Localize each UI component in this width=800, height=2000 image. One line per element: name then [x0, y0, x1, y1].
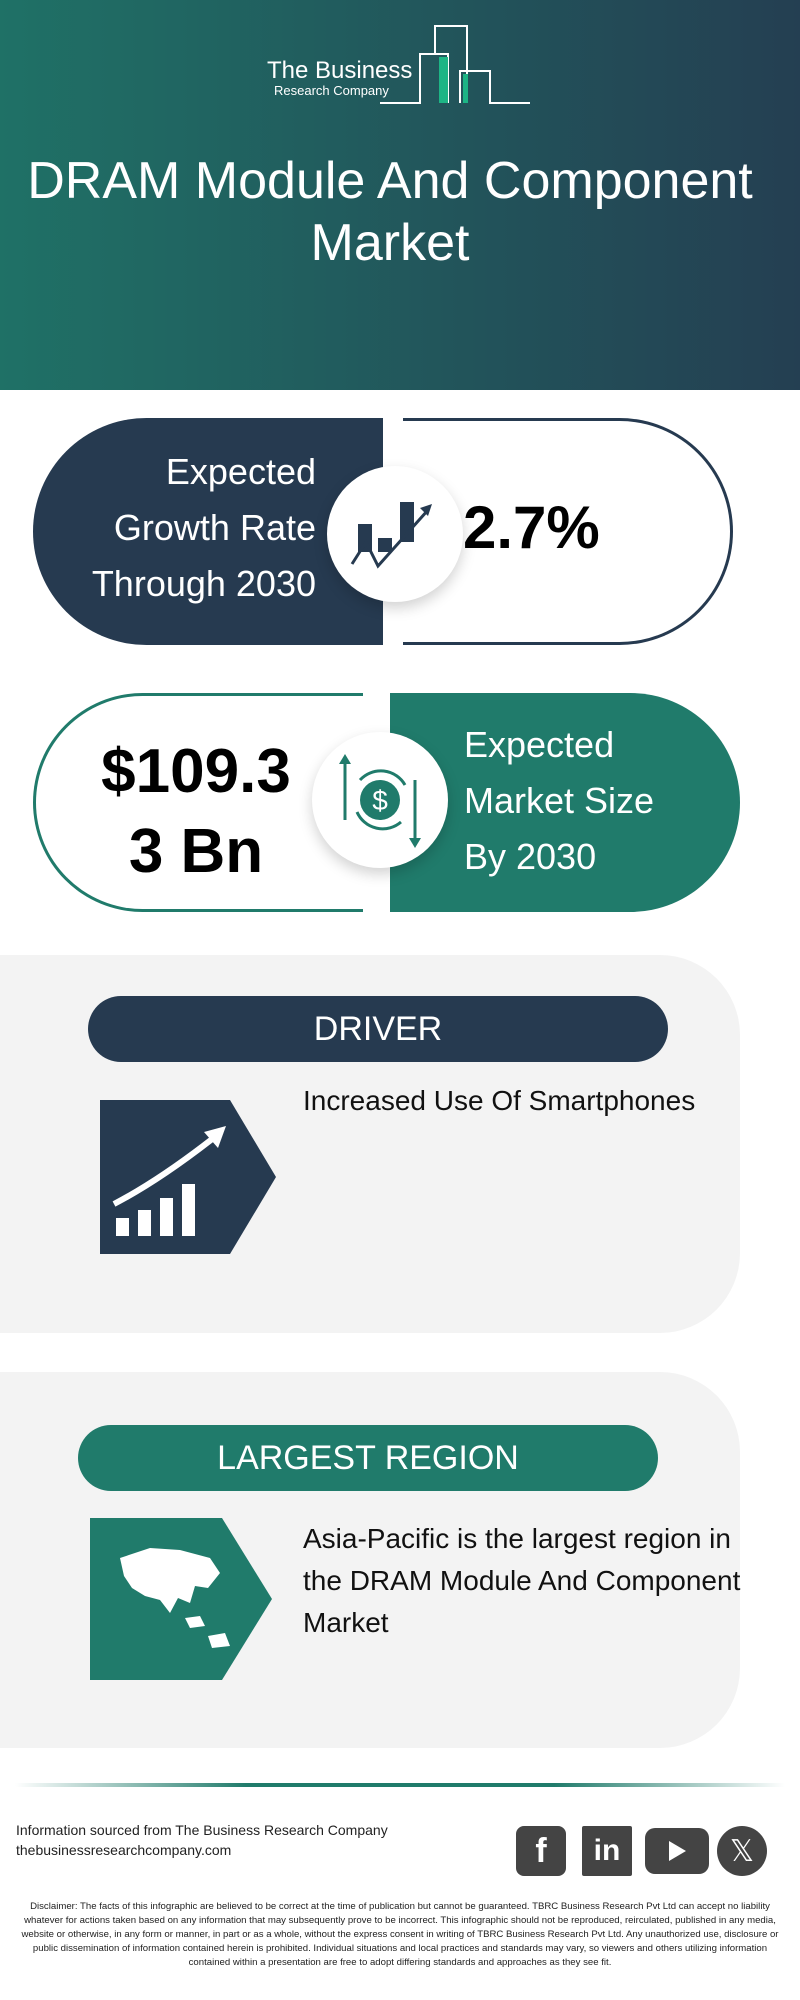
disclaimer: Disclaimer: The facts of this infographi…	[21, 1901, 779, 1968]
growth-chart-icon	[327, 466, 463, 602]
header-banner: The Business Research Company DRAM Modul…	[0, 0, 800, 390]
market-size-value: $109.3	[101, 737, 291, 806]
youtube-icon[interactable]	[645, 1828, 709, 1874]
market-label-line: By 2030	[464, 836, 597, 877]
market-size-value: 3 Bn	[128, 817, 264, 886]
dollar-cycle-icon: $	[312, 732, 448, 868]
market-label-line: Expected	[464, 724, 615, 765]
svg-text:$: $	[372, 785, 388, 816]
growth-rate-value: 2.7%	[463, 494, 600, 561]
rising-bars-arrow-icon	[100, 1100, 276, 1259]
page-title: DRAM Module And Component Market	[27, 152, 753, 272]
logo-line1: The Business	[267, 57, 413, 84]
market-size-label-box: Expected Market Size By 2030	[390, 693, 740, 912]
region-text: Asia-Pacific is the largest region in th…	[303, 1523, 741, 1638]
driver-heading: DRIVER	[88, 996, 668, 1062]
market-label-line: Market Size	[464, 780, 655, 821]
facebook-icon[interactable]: f	[516, 1826, 566, 1876]
driver-text: Increased Use Of Smartphones	[303, 1085, 696, 1116]
growth-label-line: Through 2030	[91, 563, 316, 604]
logo-line2: Research Company	[274, 83, 389, 98]
x-icon[interactable]: 𝕏	[717, 1826, 767, 1876]
growth-rate-value-box: 2.7%	[403, 418, 733, 645]
footer-divider	[15, 1783, 785, 1787]
asia-map-icon	[90, 1518, 272, 1685]
region-heading: LARGEST REGION	[78, 1425, 658, 1491]
growth-rate-label-box: Expected Growth Rate Through 2030	[33, 418, 383, 645]
website-link[interactable]: thebusinessresearchcompany.com	[16, 1842, 232, 1858]
linkedin-icon[interactable]: in	[582, 1826, 632, 1876]
growth-label-line: Expected	[165, 451, 316, 492]
growth-label-line: Growth Rate	[113, 507, 316, 548]
source-text: Information sourced from The Business Re…	[16, 1822, 388, 1838]
market-size-value-box: $109.3 3 Bn	[33, 693, 363, 912]
company-logo: The Business Research Company	[265, 25, 535, 105]
